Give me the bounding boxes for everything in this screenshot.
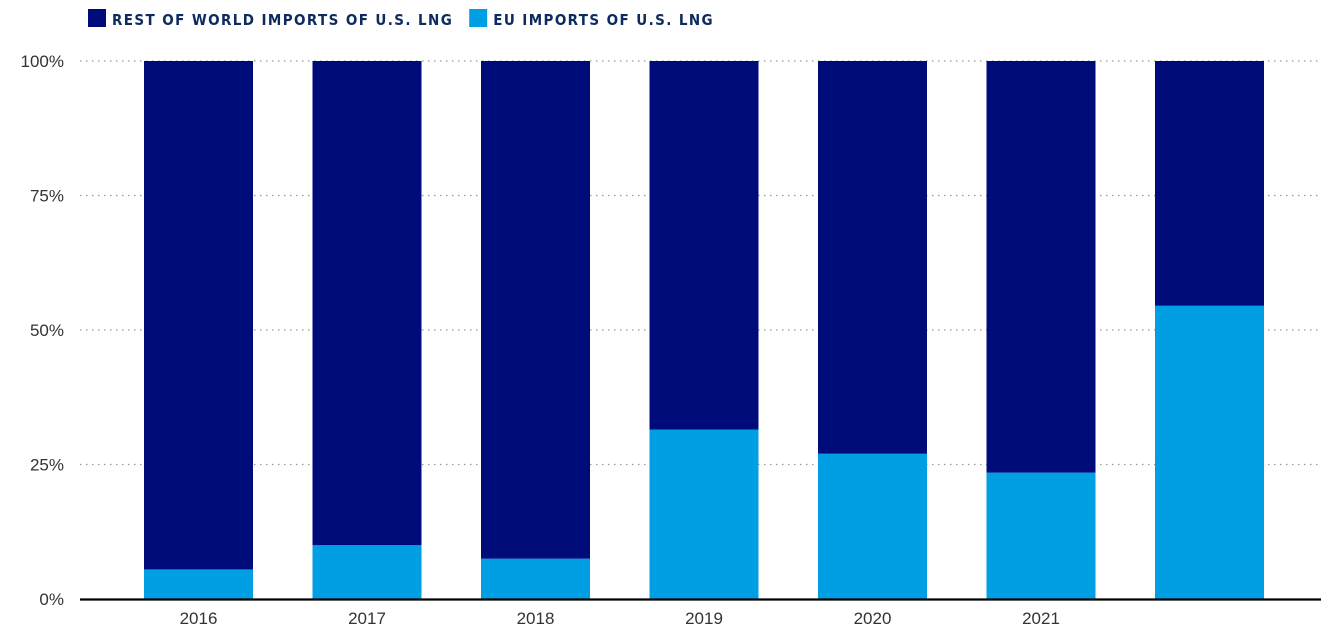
bar-segment-eu [649,429,759,599]
bar-segment-rest-of-world [481,61,590,559]
x-tick-label: 2020 [854,609,892,628]
bar-segment-eu [1155,305,1264,599]
y-tick-label: 25% [30,456,64,475]
bar-segment-rest-of-world [312,61,422,546]
bar-segment-eu [818,453,927,599]
axes: 0% 25% 50% 75% 100% 2016 2017 2018 2019 2020 2021 [21,52,1321,628]
bar-segment-rest-of-world [818,61,927,454]
y-tick-label: 75% [30,187,64,206]
y-tick-label: 50% [30,321,64,340]
legend-swatch [88,9,106,27]
legend-swatch [469,9,488,27]
y-tick-label: 0% [39,590,64,609]
bar-segment-eu [312,545,422,599]
x-tick-label: 2018 [517,609,555,628]
bar-segment-rest-of-world [144,61,253,570]
legend: REST OF WORLD IMPORTS OF U.S. LNG EU IMPO… [88,9,714,29]
bar-segment-eu [986,472,1096,599]
bar-segment-rest-of-world [649,61,759,430]
x-tick-label: 2017 [348,609,386,628]
x-tick-label: 2016 [180,609,218,628]
legend-label: REST OF WORLD IMPORTS OF U.S. LNG [112,11,453,29]
x-tick-label: 2019 [685,609,723,628]
bars [144,61,1264,599]
bar-segment-rest-of-world [986,61,1096,473]
bar-segment-rest-of-world [1155,61,1264,306]
legend-label: EU IMPORTS OF U.S. LNG [493,11,714,29]
bar-segment-eu [144,569,253,599]
bar-segment-eu [481,558,590,599]
x-tick-label: 2021 [1022,609,1060,628]
y-tick-label: 100% [21,52,64,71]
